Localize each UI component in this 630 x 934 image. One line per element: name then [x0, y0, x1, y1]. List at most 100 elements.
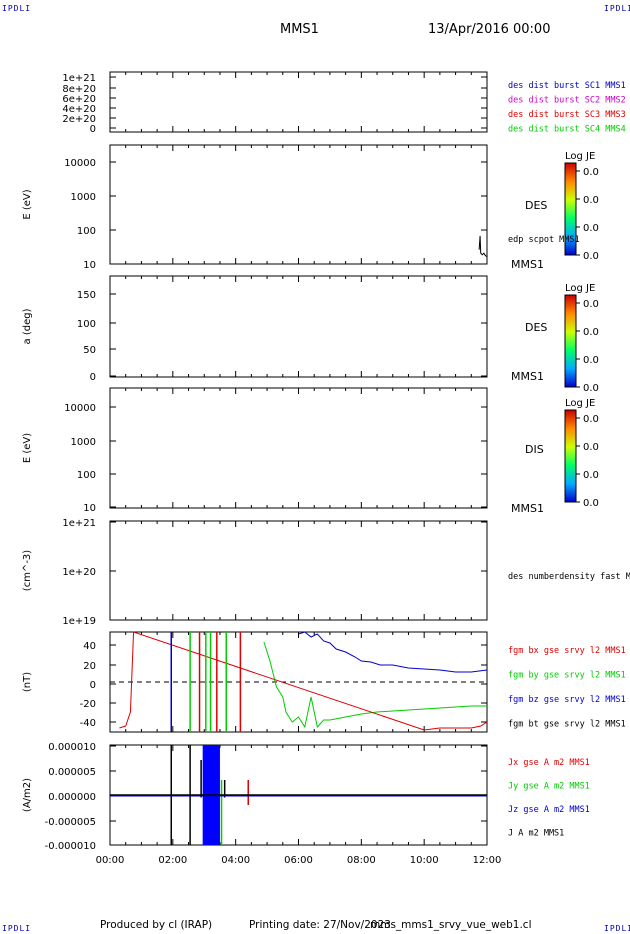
colorbar-tick-label: 0.0 — [583, 299, 599, 310]
colorbar — [564, 294, 577, 388]
colorbar-title: Log JE — [565, 398, 595, 409]
colorbar — [564, 409, 577, 503]
spacecraft-label: MMS1 — [511, 258, 544, 271]
legend-entry: fgm by gse srvy l2 MMS1 — [508, 671, 626, 681]
colorbar — [564, 162, 577, 256]
page-title: MMS1 — [280, 22, 319, 37]
legend-entry: des dist burst SC1 MMS1 — [508, 81, 626, 91]
legend-entry: des dist burst SC4 MMS4 — [508, 125, 626, 135]
legend-entry: des numberdensity fast M — [508, 572, 630, 582]
colorbar-title: Log JE — [565, 151, 595, 162]
overlay-label: edp scpot MMS1 — [508, 235, 580, 245]
y-tick-label: 10000 — [64, 158, 96, 169]
x-tick-label: 06:00 — [284, 855, 313, 866]
y-tick-label: -0.000005 — [45, 817, 96, 828]
y-tick-label: 0.000000 — [48, 792, 96, 803]
y-tick-label: 10 — [83, 260, 96, 271]
series-line — [119, 631, 488, 731]
y-tick-label: 1e+19 — [62, 616, 96, 627]
y-tick-label: 10000 — [64, 403, 96, 414]
colorbar-tick-label: 0.0 — [583, 470, 599, 481]
colorbar-tick-label: 0.0 — [583, 442, 599, 453]
x-tick-label: 10:00 — [410, 855, 439, 866]
y-axis-label: (nT) — [22, 672, 33, 692]
y-tick-label: 0.000005 — [48, 767, 96, 778]
series-line — [263, 641, 487, 729]
y-tick-label: 1e+20 — [62, 567, 96, 578]
overlay-series-line — [478, 235, 488, 258]
panel-density — [109, 520, 488, 621]
legend-entry: des dist burst SC3 MMS3 — [508, 110, 626, 120]
colorbar-tick-label: 0.0 — [583, 167, 599, 178]
y-tick-label: 100 — [77, 226, 96, 237]
y-tick-label: 1000 — [71, 192, 96, 203]
species-label: DIS — [525, 443, 544, 456]
panel-current — [109, 744, 488, 846]
date-label: 13/Apr/2016 00:00 — [428, 22, 551, 37]
colorbar-tick-label: 0.0 — [583, 195, 599, 206]
legend-entry: J A m2 MMS1 — [508, 829, 564, 839]
panel-des_energy — [109, 144, 580, 265]
corner-label-top-right: IPDLI — [604, 4, 630, 13]
legend-entry: des dist burst SC2 MMS2 — [508, 96, 626, 106]
y-axis-label: a (deg) — [22, 308, 33, 344]
series-line — [298, 631, 488, 673]
spacecraft-label: MMS1 — [511, 370, 544, 383]
y-tick-label: 4e+20 — [62, 104, 96, 115]
species-label: DES — [525, 321, 547, 334]
panel-des_pitch — [109, 275, 580, 388]
y-tick-label: 1000 — [71, 437, 96, 448]
x-tick-label: 02:00 — [158, 855, 187, 866]
x-tick-label: 12:00 — [473, 855, 502, 866]
y-axis-label: E (eV) — [22, 433, 33, 463]
y-tick-label: 8e+20 — [62, 84, 96, 95]
y-tick-label: 10 — [83, 503, 96, 514]
legend-entry: Jz gse A m2 MMS1 — [508, 805, 590, 815]
y-tick-label: 40 — [83, 641, 96, 652]
y-tick-label: 150 — [77, 290, 96, 301]
panel-frame — [109, 144, 488, 265]
y-axis-label: E (eV) — [22, 189, 33, 219]
panel-frame — [109, 520, 488, 621]
y-tick-label: -20 — [80, 699, 96, 710]
y-tick-label: 1e+21 — [62, 73, 96, 84]
colorbar-title: Log JE — [565, 283, 595, 294]
legend-entry: Jy gse A m2 MMS1 — [508, 782, 590, 792]
legend-entry: fgm bt gse srvy l2 MMS1 — [508, 720, 626, 730]
corner-label-bottom-right: IPDLI — [604, 924, 630, 933]
colorbar-tick-label: 0.0 — [583, 414, 599, 425]
legend-entry: fgm bx gse srvy l2 MMS1 — [508, 646, 626, 656]
spacecraft-label: MMS1 — [511, 502, 544, 515]
y-tick-label: 0 — [90, 372, 96, 383]
y-tick-label: 100 — [77, 319, 96, 330]
y-tick-label: -40 — [80, 718, 96, 729]
footer-produced: Produced by cl (IRAP) — [100, 919, 213, 931]
y-tick-label: 0.000010 — [48, 742, 96, 753]
y-tick-label: 1e+21 — [62, 518, 96, 529]
corner-label-bottom-left: IPDLI — [2, 924, 32, 933]
legend-entry: fgm bz gse srvy l2 MMS1 — [508, 695, 626, 705]
y-tick-label: 100 — [77, 470, 96, 481]
panel-dist — [109, 71, 488, 133]
species-label: DES — [525, 199, 547, 212]
panel-frame — [109, 387, 488, 509]
panel-frame — [109, 71, 488, 133]
y-axis-label: (cm^-3) — [22, 550, 33, 591]
colorbar-tick-label: 0.0 — [583, 383, 599, 394]
colorbar-tick-label: 0.0 — [583, 327, 599, 338]
legend-entry: Jx gse A m2 MMS1 — [508, 758, 590, 768]
y-tick-label: 0 — [90, 680, 96, 691]
x-tick-label: 00:00 — [96, 855, 125, 866]
y-tick-label: -0.000010 — [45, 841, 96, 852]
y-axis-label: (A/m2) — [22, 778, 33, 812]
y-tick-label: 20 — [83, 661, 96, 672]
y-tick-label: 2e+20 — [62, 114, 96, 125]
footer-file: mms_mms1_srvy_vue_web1.cl — [370, 919, 532, 931]
panel-fgm — [109, 631, 488, 733]
colorbar-tick-label: 0.0 — [583, 251, 599, 262]
footer-printed: Printing date: 27/Nov/2023 — [249, 919, 391, 931]
panel-frame — [109, 275, 488, 378]
colorbar-tick-label: 0.0 — [583, 223, 599, 234]
x-tick-label: 04:00 — [221, 855, 250, 866]
